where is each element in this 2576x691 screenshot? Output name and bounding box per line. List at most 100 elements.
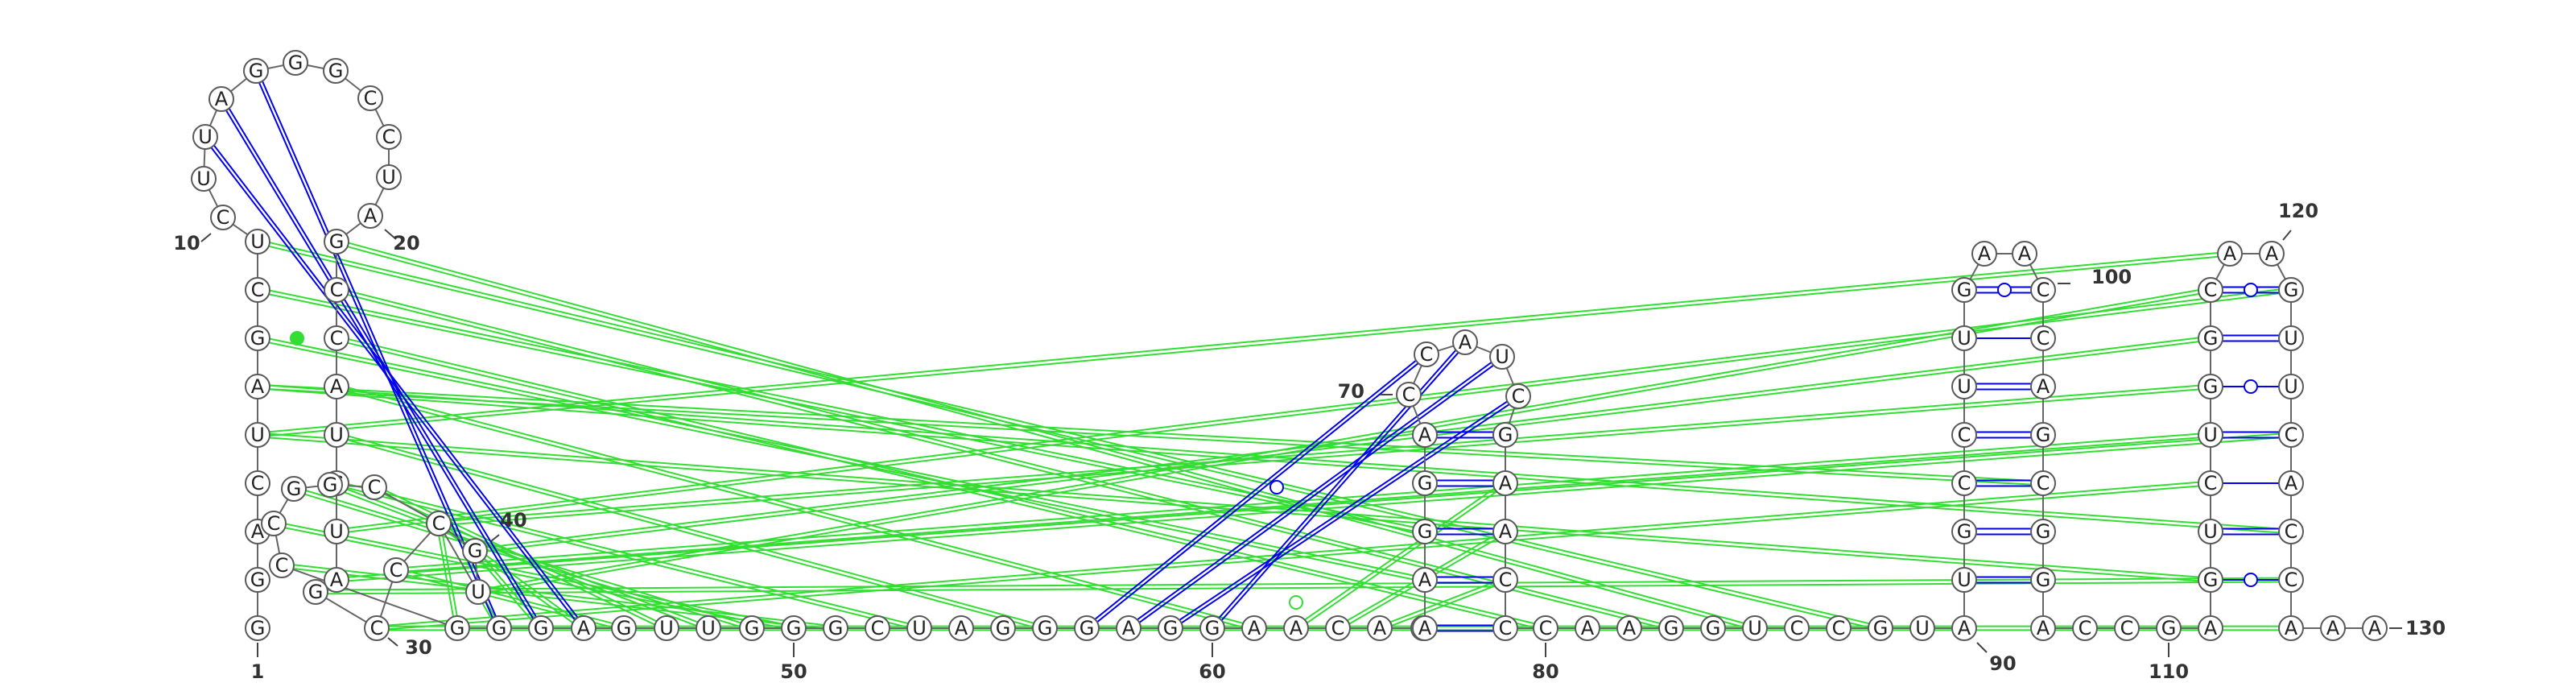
- nucleotide: A: [1972, 242, 1996, 266]
- nucleotide: G: [824, 616, 848, 640]
- nucleotide: G: [283, 51, 308, 75]
- nucleotide-letter: C: [1958, 424, 1971, 446]
- nucleotide-letter: G: [329, 230, 345, 253]
- nucleotide: G: [1413, 519, 1437, 544]
- wobble-pair-marker: [1998, 283, 2011, 296]
- nucleotide: G: [246, 326, 270, 350]
- nucleotide: U: [1952, 374, 1976, 399]
- position-number: 110: [2149, 660, 2189, 683]
- nucleotide-letter: G: [250, 327, 266, 350]
- nucleotide-letter: A: [2018, 242, 2032, 265]
- nucleotide-letter: C: [1832, 617, 1846, 639]
- nucleotide-letter: C: [1499, 617, 1513, 639]
- nucleotide-letter: G: [534, 617, 549, 639]
- nucleotide-letter: G: [2036, 424, 2051, 446]
- nucleotide: G: [303, 580, 328, 604]
- nucleotide-letter: G: [1418, 520, 1433, 543]
- nucleotide: A: [324, 568, 349, 592]
- nucleotide: C: [2279, 519, 2303, 544]
- nucleotide: C: [362, 475, 386, 499]
- nucleotide-letter: C: [364, 87, 378, 110]
- position-tick: [491, 535, 499, 541]
- nucleotide: C: [1493, 568, 1517, 592]
- nucleotide-letter: G: [492, 617, 507, 639]
- nucleotide-letter: C: [2037, 472, 2050, 494]
- wobble-pair-marker: [2244, 380, 2257, 393]
- nucleotide: G: [324, 59, 348, 83]
- nucleotide-letter: A: [955, 617, 968, 639]
- nucleotide: C: [1827, 616, 1851, 640]
- nucleotide: A: [1413, 423, 1437, 447]
- nucleotide: C: [365, 616, 389, 640]
- nucleotide-letter: C: [2037, 327, 2050, 350]
- nucleotide-letter: G: [2036, 520, 2051, 543]
- nucleotide: G: [2031, 568, 2055, 592]
- nucleotide-letter: C: [871, 617, 885, 639]
- nucleotide-letter: C: [2285, 569, 2298, 591]
- nucleotide-letter: U: [701, 617, 716, 639]
- nucleotide: A: [1413, 568, 1437, 592]
- nucleotide: C: [2279, 423, 2303, 447]
- nucleotide: U: [907, 616, 931, 640]
- nucleotide-letter: A: [2285, 472, 2298, 494]
- nucleotide: A: [358, 204, 382, 228]
- nucleotide-letter: A: [330, 569, 344, 591]
- nucleotide: A: [572, 616, 596, 640]
- nucleotide-letter: A: [1459, 331, 1472, 354]
- nucleotide-letter: A: [1581, 617, 1595, 639]
- nucleotide: C: [1414, 342, 1439, 366]
- nucleotide-letter: G: [2161, 617, 2177, 639]
- nucleotide-letter: G: [1957, 520, 1972, 543]
- nucleotide: G: [529, 616, 553, 640]
- nucleotide-letter: U: [250, 424, 265, 446]
- nucleotide-letter: G: [1038, 617, 1053, 639]
- nucleotide-letter: G: [2036, 569, 2051, 591]
- nucleotide: C: [324, 326, 349, 350]
- nucleotide: U: [246, 423, 270, 447]
- nucleotide-letter: A: [364, 205, 378, 227]
- nucleotide-letter: A: [251, 375, 265, 398]
- nucleotide: C: [211, 205, 235, 230]
- nucleotide-letter: G: [308, 581, 324, 603]
- nucleotide-letter: G: [786, 617, 802, 639]
- nucleotide: A: [1453, 330, 1477, 354]
- nucleotide: U: [2198, 423, 2223, 447]
- nucleotide: G: [244, 59, 268, 83]
- nucleotide-letter: G: [2203, 569, 2219, 591]
- nucleotide: G: [2198, 568, 2223, 592]
- nucleotide-letter: A: [2368, 617, 2382, 639]
- nucleotide: A: [1368, 616, 1392, 640]
- nucleotide: A: [1413, 616, 1437, 640]
- nucleotide-letter: C: [217, 206, 230, 229]
- nucleotide-letter: G: [828, 617, 844, 639]
- nucleotide: C: [384, 558, 408, 582]
- nucleotide: U: [193, 125, 217, 149]
- nucleotide: A: [2031, 616, 2055, 640]
- nucleotide-letter: U: [1495, 346, 1509, 368]
- nucleotide: A: [1493, 519, 1517, 544]
- nucleotide-letter: G: [328, 60, 344, 82]
- nucleotide-letter: G: [1873, 617, 1889, 639]
- nucleotide-letter: G: [288, 52, 303, 74]
- nucleotide-letter: C: [2037, 279, 2050, 301]
- position-tick: [201, 234, 211, 242]
- nucleotide-letter: A: [1290, 617, 1303, 639]
- nucleotide: G: [740, 616, 764, 640]
- nucleotide: A: [1117, 616, 1141, 640]
- nucleotide-letter: A: [1499, 520, 1513, 543]
- nucleotide: G: [1868, 616, 1893, 640]
- nucleotide: G: [2157, 616, 2181, 640]
- nucleotide-letter: U: [1957, 375, 1971, 398]
- nucleotide-letter: C: [1331, 617, 1345, 639]
- nucleotide: G: [246, 568, 270, 592]
- nucleotide: G: [1701, 616, 1725, 640]
- nucleotide: G: [991, 616, 1015, 640]
- nucleotide: A: [246, 374, 270, 399]
- nucleotide-letter: G: [1706, 617, 1721, 639]
- nucleotide: C: [2198, 471, 2223, 495]
- wobble-pair-marker: [1270, 481, 1283, 494]
- nucleotide-letter: C: [2120, 617, 2134, 639]
- non-canonical-pair-marker: [291, 332, 303, 345]
- nucleotide-letter: G: [468, 540, 483, 562]
